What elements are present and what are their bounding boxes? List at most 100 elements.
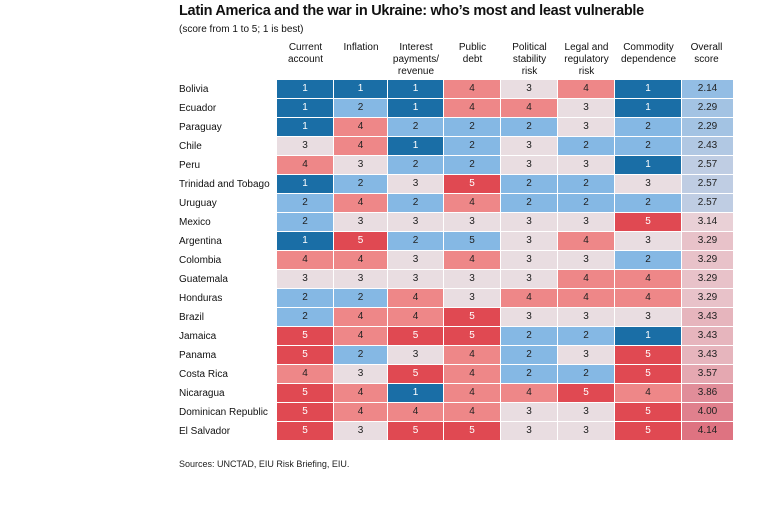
score-cell: 2 <box>277 213 333 231</box>
score-cell: 4 <box>334 308 387 326</box>
score-cell: 4 <box>615 384 681 402</box>
chart-title: Latin America and the war in Ukraine: wh… <box>179 3 644 19</box>
score-cell: 3 <box>501 232 557 250</box>
score-cell: 3 <box>558 422 614 440</box>
row-label-country: Nicaragua <box>179 388 225 399</box>
overall-score-cell: 2.57 <box>682 156 733 174</box>
column-header: Political stability risk <box>512 42 547 77</box>
score-cell: 1 <box>277 175 333 193</box>
overall-score-cell: 3.29 <box>682 251 733 269</box>
score-cell: 2 <box>558 194 614 212</box>
score-cell: 3 <box>444 270 500 288</box>
score-cell: 2 <box>334 289 387 307</box>
column-header: Legal and regulatory risk <box>564 42 609 77</box>
score-cell: 2 <box>388 156 443 174</box>
score-cell: 4 <box>444 80 500 98</box>
score-cell: 5 <box>277 384 333 402</box>
score-cell: 5 <box>615 403 681 421</box>
score-cell: 5 <box>444 422 500 440</box>
score-cell: 5 <box>615 422 681 440</box>
score-cell: 2 <box>615 118 681 136</box>
score-cell: 4 <box>388 308 443 326</box>
score-cell: 4 <box>388 289 443 307</box>
score-cell: 3 <box>615 175 681 193</box>
score-cell: 3 <box>501 137 557 155</box>
row-label-country: Mexico <box>179 217 211 228</box>
score-cell: 1 <box>334 80 387 98</box>
score-cell: 4 <box>277 365 333 383</box>
score-cell: 4 <box>334 403 387 421</box>
score-cell: 4 <box>444 403 500 421</box>
score-cell: 3 <box>501 403 557 421</box>
score-cell: 4 <box>501 289 557 307</box>
score-cell: 3 <box>334 156 387 174</box>
score-cell: 4 <box>444 194 500 212</box>
score-cell: 3 <box>501 270 557 288</box>
score-cell: 3 <box>501 422 557 440</box>
overall-score-cell: 2.29 <box>682 118 733 136</box>
overall-score-cell: 3.43 <box>682 308 733 326</box>
score-cell: 3 <box>334 213 387 231</box>
overall-score-cell: 2.57 <box>682 175 733 193</box>
score-cell: 3 <box>444 213 500 231</box>
chart-subtitle: (score from 1 to 5; 1 is best) <box>179 24 304 35</box>
score-cell: 2 <box>444 156 500 174</box>
row-label-country: El Salvador <box>179 426 231 437</box>
score-cell: 2 <box>444 137 500 155</box>
score-cell: 3 <box>388 270 443 288</box>
overall-score-cell: 3.57 <box>682 365 733 383</box>
score-cell: 5 <box>388 327 443 345</box>
score-cell: 2 <box>388 232 443 250</box>
overall-score-cell: 3.29 <box>682 289 733 307</box>
score-cell: 4 <box>501 99 557 117</box>
score-cell: 5 <box>444 327 500 345</box>
column-header: Commodity dependence <box>620 42 677 65</box>
row-label-country: Bolivia <box>179 84 209 95</box>
score-cell: 2 <box>501 365 557 383</box>
overall-score-cell: 3.29 <box>682 270 733 288</box>
overall-score-cell: 2.29 <box>682 99 733 117</box>
score-cell: 3 <box>558 213 614 231</box>
score-cell: 2 <box>277 194 333 212</box>
score-cell: 3 <box>615 232 681 250</box>
score-cell: 4 <box>558 270 614 288</box>
score-cell: 5 <box>277 346 333 364</box>
score-cell: 1 <box>277 232 333 250</box>
score-cell: 5 <box>615 346 681 364</box>
score-cell: 4 <box>558 232 614 250</box>
overall-score-cell: 4.14 <box>682 422 733 440</box>
row-label-country: Costa Rica <box>179 369 228 380</box>
column-header: Current account <box>287 42 324 65</box>
column-header: Overall score <box>690 42 723 65</box>
overall-score-cell: 3.86 <box>682 384 733 402</box>
score-cell: 4 <box>277 156 333 174</box>
score-cell: 5 <box>444 232 500 250</box>
score-cell: 3 <box>558 156 614 174</box>
score-cell: 4 <box>334 251 387 269</box>
score-cell: 2 <box>277 289 333 307</box>
score-cell: 3 <box>277 137 333 155</box>
score-cell: 3 <box>501 80 557 98</box>
score-cell: 1 <box>615 327 681 345</box>
score-cell: 4 <box>501 384 557 402</box>
score-cell: 2 <box>501 327 557 345</box>
score-cell: 2 <box>388 118 443 136</box>
column-header: Interest payments/revenue <box>392 42 440 77</box>
score-cell: 4 <box>615 270 681 288</box>
score-cell: 2 <box>501 194 557 212</box>
column-header: Public debt <box>458 42 487 65</box>
score-cell: 3 <box>388 175 443 193</box>
score-cell: 1 <box>388 80 443 98</box>
overall-score-cell: 3.29 <box>682 232 733 250</box>
score-cell: 5 <box>277 422 333 440</box>
score-cell: 3 <box>615 308 681 326</box>
score-cell: 4 <box>444 365 500 383</box>
overall-score-cell: 2.14 <box>682 80 733 98</box>
score-cell: 5 <box>444 308 500 326</box>
column-header: Inflation <box>343 42 379 53</box>
score-cell: 5 <box>388 422 443 440</box>
score-cell: 4 <box>558 289 614 307</box>
row-label-country: Uruguay <box>179 198 217 209</box>
score-cell: 3 <box>558 403 614 421</box>
score-cell: 5 <box>615 365 681 383</box>
